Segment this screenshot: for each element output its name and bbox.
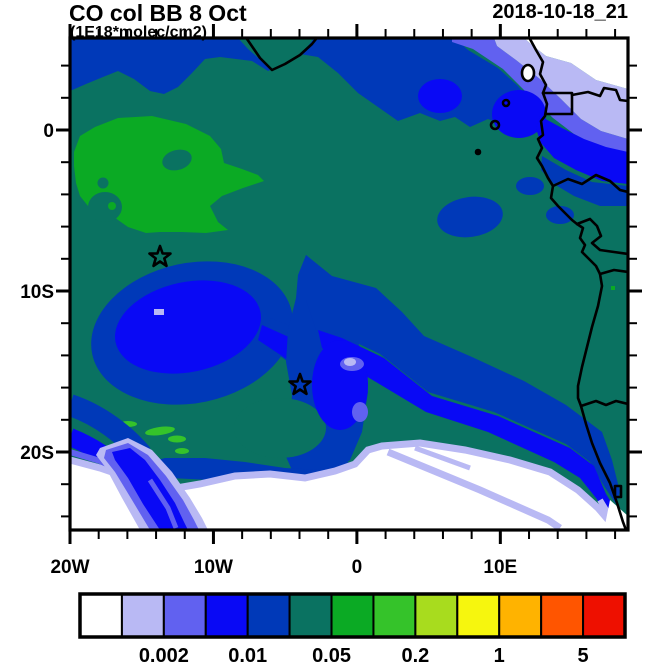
y-tick-label: 0 [43, 121, 54, 142]
y-tick-label: 20S [20, 443, 54, 464]
ne-lavender-band [494, 38, 628, 139]
se-diagonal-bright-band [318, 330, 616, 518]
coast-dark-blue-patch [516, 177, 544, 195]
gabon-congo-border [551, 173, 628, 194]
colorbar-block [582, 593, 626, 638]
colorbar-block [456, 593, 501, 638]
x-tick-label: 0 [352, 557, 363, 578]
colorbar-block [372, 593, 417, 638]
drc-angola-border [598, 268, 628, 276]
light-green-fleck-4 [175, 448, 189, 454]
green-blob-teal-hole-2 [88, 192, 122, 222]
right-bright-blue-mass [536, 116, 628, 184]
light-green-fleck-2 [145, 426, 175, 436]
colorbar: 0.002 0.01 0.05 0.2 1 5 [78, 592, 627, 667]
wedge-lavender-streak-1 [386, 448, 562, 530]
colorbar-block [540, 593, 585, 638]
colorbar-block [288, 593, 333, 638]
bioko-island-outline [520, 63, 536, 83]
axis-ticks [56, 24, 642, 544]
colorbar-block [414, 593, 459, 638]
center-dark-blue-blob [437, 196, 503, 238]
colorbar-tick-label: 0.05 [312, 645, 351, 667]
coastlines-borders [245, 38, 628, 530]
eddy-bright-blue-core [115, 280, 261, 374]
station-star-ascension [148, 244, 172, 268]
sao-tome-island-outline [489, 119, 501, 131]
plot-title: CO col BB 8 Oct [69, 0, 247, 26]
colorbar-tick-label: 0.2 [401, 645, 429, 667]
y-tick-label: 10S [20, 282, 54, 303]
se-diagonal-dark-band [306, 255, 620, 504]
map-field-layers [70, 38, 628, 530]
small-bright-blue-blob [418, 79, 462, 113]
colorbar-block [330, 593, 375, 638]
y-axis-tick-labels: 0 10S 20S [20, 121, 54, 464]
land-dark-blue-patch [546, 206, 574, 224]
equatorial-guinea-border [541, 91, 574, 116]
green-blob-teal-hole [162, 149, 192, 171]
colorbar-block [204, 593, 249, 638]
star2-lavender-fleck [344, 358, 356, 366]
bright-blue-ocean-patch [492, 90, 546, 138]
map-frame [68, 36, 630, 532]
ne-violet-band [452, 38, 628, 153]
teal-pocket [234, 398, 326, 458]
congo-drc-border [575, 217, 628, 256]
x-tick-label: 20W [50, 557, 89, 578]
plot-units-subtitle: (1E18*molec/cm2) [70, 24, 207, 41]
station-star-st-helena [288, 372, 312, 396]
colorbar-block [246, 593, 291, 638]
eddy-lavender-fleck [154, 309, 164, 315]
colorbar-frame [78, 592, 627, 639]
ne-white-low-region [524, 38, 628, 89]
land-green-fleck [611, 286, 615, 290]
colorbar-tick-label: 0.002 [139, 645, 189, 667]
x-tick-label: 10W [194, 557, 233, 578]
x-tick-label: 10E [483, 557, 517, 578]
colorbar-block [79, 593, 123, 638]
plot-datetime: 2018-10-18_21 [492, 1, 628, 23]
annobon-island-dot [474, 148, 482, 156]
walvis-bay-outline [613, 484, 623, 499]
colorbar-block [498, 593, 543, 638]
colorbar-tick-label: 1 [494, 645, 505, 667]
gulf-coast-teal-notch [238, 38, 314, 70]
light-green-fleck-3 [168, 435, 186, 443]
colorbar-tick-label: 5 [578, 645, 589, 667]
star2-violet-fleck-2 [352, 402, 368, 422]
north-dark-blue-band [70, 38, 538, 133]
colorbar-block [120, 593, 165, 638]
angola-namibia-border [579, 399, 628, 408]
bottom-white-low-region [70, 445, 612, 530]
colorbar-block [162, 593, 207, 638]
principe-island-outline [501, 98, 511, 108]
gulf-of-guinea-coast [245, 38, 318, 72]
x-axis-tick-labels: 20W 10W 0 10E [50, 557, 517, 578]
station-markers [148, 244, 312, 396]
wedge-lavender-streak-2 [414, 445, 471, 471]
tongue-violet-streak [147, 478, 179, 529]
colorbar-tick-label: 0.01 [228, 645, 267, 667]
cameroon-border [570, 86, 628, 103]
green-blob-teal-dot [97, 177, 109, 189]
green-dot-in-hole [108, 202, 116, 210]
